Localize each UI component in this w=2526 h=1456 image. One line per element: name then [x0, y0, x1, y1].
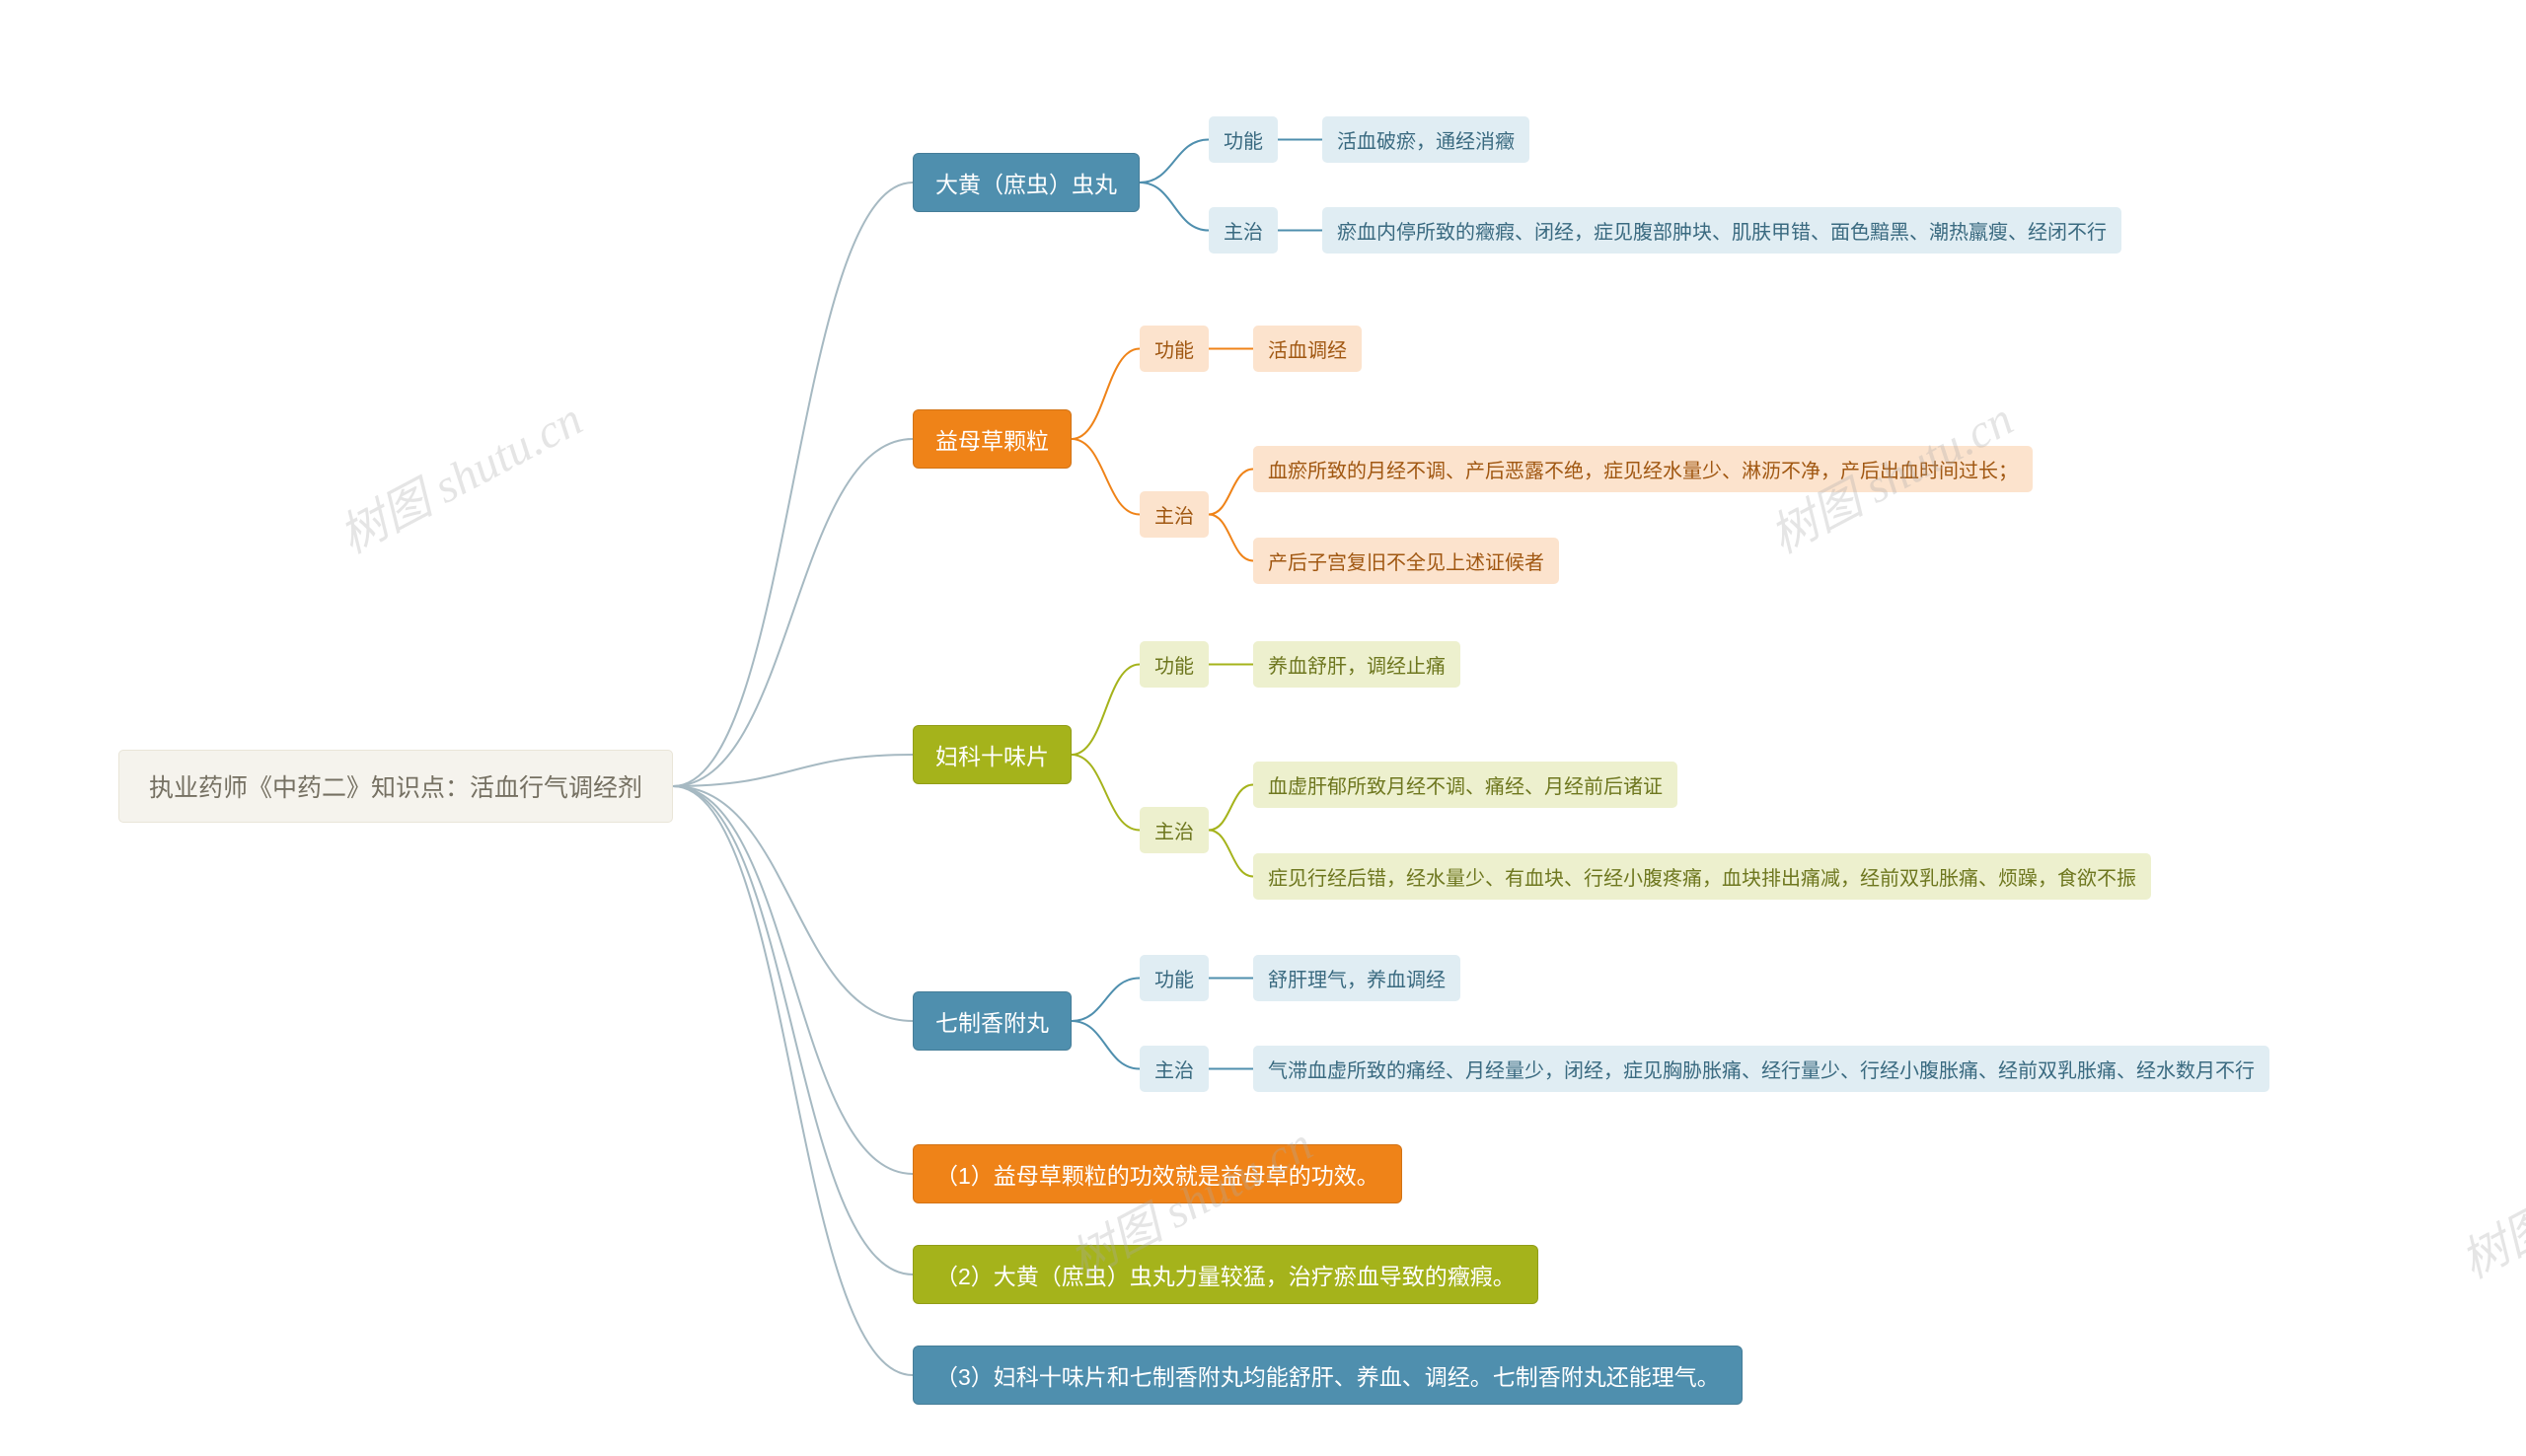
branch-dahuang: 大黄（庶虫）虫丸	[913, 153, 1140, 212]
leaf: 舒肝理气，养血调经	[1253, 955, 1460, 1001]
branch-fuke: 妇科十味片	[913, 725, 1072, 784]
branch-qizhi: 七制香附丸	[913, 991, 1072, 1051]
branch-note-2: （2）大黄（庶虫）虫丸力量较猛，治疗瘀血导致的癥瘕。	[913, 1245, 1538, 1304]
sub-zhuzhi: 主治	[1140, 1046, 1209, 1092]
sub-zhuzhi: 主治	[1140, 807, 1209, 853]
sub-gongneng: 功能	[1209, 116, 1278, 163]
branch-note-3: （3）妇科十味片和七制香附丸均能舒肝、养血、调经。七制香附丸还能理气。	[913, 1346, 1743, 1405]
sub-zhuzhi: 主治	[1209, 207, 1278, 254]
watermark: 树图 shutu.cn	[2446, 1106, 2526, 1291]
watermark: 树图 shutu.cn	[325, 381, 592, 566]
leaf: 活血调经	[1253, 326, 1362, 372]
sub-gongneng: 功能	[1140, 326, 1209, 372]
branch-yimucao: 益母草颗粒	[913, 409, 1072, 469]
leaf: 气滞血虚所致的痛经、月经量少，闭经，症见胸胁胀痛、经行量少、行经小腹胀痛、经前双…	[1253, 1046, 2269, 1092]
leaf: 症见行经后错，经水量少、有血块、行经小腹疼痛，血块排出痛减，经前双乳胀痛、烦躁，…	[1253, 853, 2151, 900]
root-node: 执业药师《中药二》知识点：活血行气调经剂	[118, 750, 673, 823]
leaf: 活血破瘀，通经消癥	[1322, 116, 1529, 163]
leaf: 血虚肝郁所致月经不调、痛经、月经前后诸证	[1253, 762, 1677, 808]
sub-gongneng: 功能	[1140, 641, 1209, 688]
leaf: 产后子宫复旧不全见上述证候者	[1253, 538, 1559, 584]
sub-zhuzhi: 主治	[1140, 491, 1209, 538]
leaf: 养血舒肝，调经止痛	[1253, 641, 1460, 688]
sub-gongneng: 功能	[1140, 955, 1209, 1001]
leaf: 血瘀所致的月经不调、产后恶露不绝，症见经水量少、淋沥不净，产后出血时间过长；	[1253, 446, 2033, 492]
branch-note-1: （1）益母草颗粒的功效就是益母草的功效。	[913, 1144, 1402, 1203]
mindmap-canvas: 执业药师《中药二》知识点：活血行气调经剂 大黄（庶虫）虫丸 功能 活血破瘀，通经…	[0, 0, 2526, 1456]
leaf: 瘀血内停所致的癥瘕、闭经，症见腹部肿块、肌肤甲错、面色黯黑、潮热羸瘦、经闭不行	[1322, 207, 2121, 254]
